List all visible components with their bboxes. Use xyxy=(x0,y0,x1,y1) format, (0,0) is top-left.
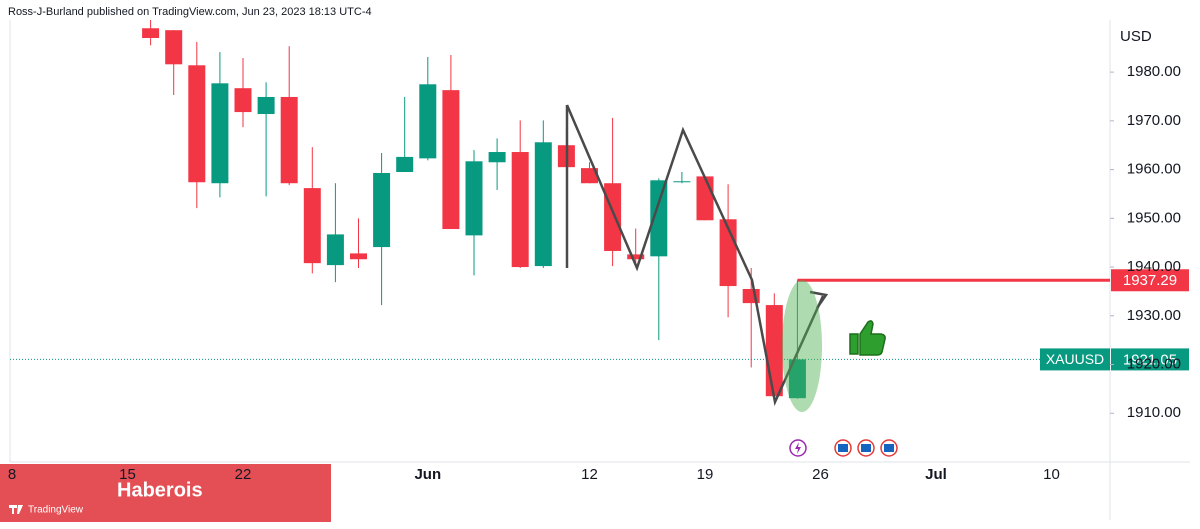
candle-body xyxy=(326,234,344,266)
y-axis-label: USD xyxy=(1120,28,1152,45)
candle-body xyxy=(511,152,529,268)
x-tick-label: 15 xyxy=(119,466,136,483)
event-icon xyxy=(884,444,894,452)
y-tick-label: 1970.00 xyxy=(1127,112,1181,129)
y-tick-label: 1910.00 xyxy=(1127,404,1181,421)
candle-body xyxy=(650,180,668,257)
thumbs-up-icon xyxy=(849,320,886,356)
event-icon xyxy=(838,444,848,452)
event-icons xyxy=(789,439,898,457)
header-background xyxy=(0,0,340,20)
x-tick-label: 8 xyxy=(8,466,16,483)
watermark-logo xyxy=(9,505,23,514)
highlight-ellipse xyxy=(782,280,822,412)
candle-body xyxy=(211,83,229,184)
candle-body xyxy=(234,88,252,113)
x-tick-label: 12 xyxy=(581,466,598,483)
zigzag xyxy=(565,104,825,407)
candle-body xyxy=(465,161,483,236)
price-tags: 1937.29 XAUUSD 1921.05 xyxy=(1040,269,1189,371)
drawings xyxy=(565,104,829,407)
candle-body xyxy=(788,359,806,399)
y-tick-label: 1920.00 xyxy=(1127,355,1181,372)
candle-body xyxy=(280,96,298,184)
candle-body xyxy=(696,176,714,221)
price-tag-label: 1937.29 xyxy=(1123,272,1177,289)
event-icon xyxy=(861,444,871,452)
y-tick-label: 1930.00 xyxy=(1127,307,1181,324)
candle-body xyxy=(165,30,183,65)
x-tick-label: 26 xyxy=(812,466,829,483)
y-tick-label: 1950.00 xyxy=(1127,209,1181,226)
price-tag xyxy=(1111,269,1189,292)
candle-body xyxy=(396,156,414,173)
y-tick-label: 1980.00 xyxy=(1127,63,1181,80)
x-tick-label: 22 xyxy=(235,466,252,483)
candle-body xyxy=(581,168,598,184)
y-tick-label: 1940.00 xyxy=(1127,258,1181,275)
candle-body xyxy=(488,152,506,163)
plot-area xyxy=(10,18,1110,399)
arrow-head xyxy=(809,290,829,309)
candle-body xyxy=(188,65,206,183)
candle-body xyxy=(765,305,783,397)
header-text: Ross-J-Burland published on TradingView.… xyxy=(8,6,372,18)
candle-body xyxy=(257,96,275,115)
candle-body xyxy=(419,84,437,159)
candle-body xyxy=(673,181,691,183)
candle-body xyxy=(303,188,321,264)
x-tick-label: Jul xyxy=(925,466,947,483)
candle-body xyxy=(627,254,645,260)
candle-body xyxy=(350,253,367,260)
x-tick-label: 19 xyxy=(697,466,714,483)
candle-body xyxy=(534,142,552,267)
x-tick-label: Jun xyxy=(414,466,441,483)
overlay-box xyxy=(0,464,331,522)
candle-body xyxy=(604,183,622,251)
x-tick-label: 10 xyxy=(1043,466,1060,483)
overlay-text: Haberois xyxy=(117,479,203,501)
candle-body xyxy=(442,90,460,230)
price-tag xyxy=(1111,348,1189,371)
symbol-tag xyxy=(1040,348,1110,371)
symbol-tag-label: XAUUSD xyxy=(1046,351,1104,367)
candle-body xyxy=(142,28,160,38)
y-tick-label: 1960.00 xyxy=(1127,161,1181,178)
watermark: TradingView xyxy=(28,505,84,516)
price-tag-label: 1921.05 xyxy=(1123,351,1177,368)
candle-body xyxy=(373,172,391,248)
event-icon xyxy=(795,442,801,454)
